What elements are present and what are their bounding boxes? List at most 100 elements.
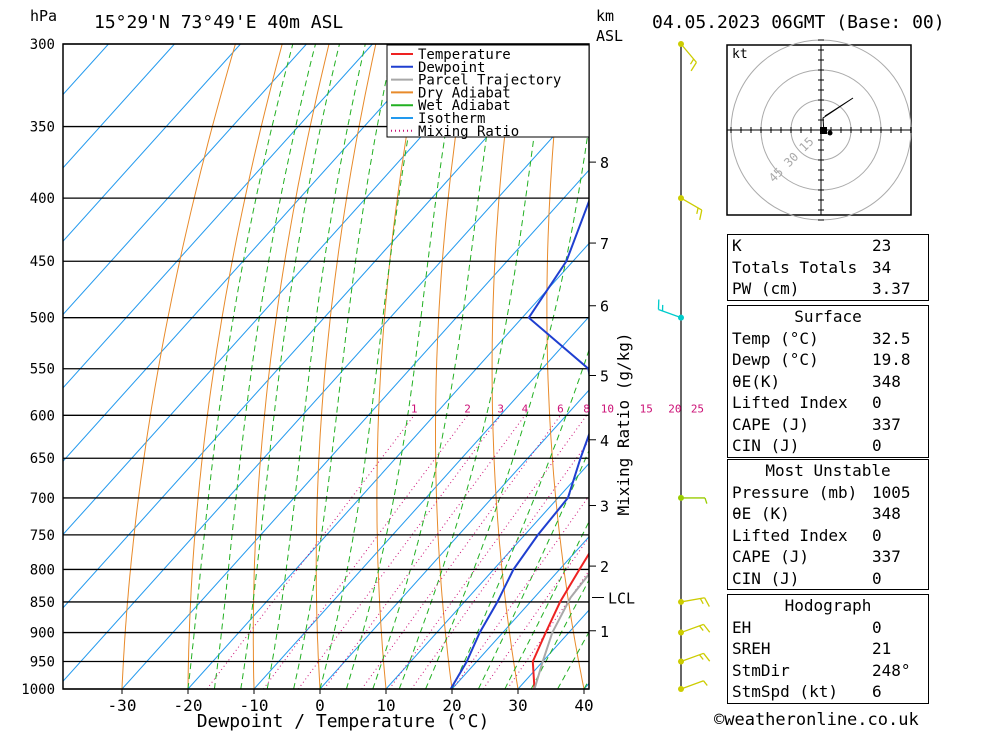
wind-barb-shaft: [680, 197, 703, 211]
table-row-value: 3.37: [872, 279, 911, 298]
isotherm-line: [63, 44, 307, 316]
table-row-value: 0: [872, 436, 882, 455]
mixing-ratio-tick-label: 10: [601, 402, 614, 415]
isotherm-line: [385, 462, 589, 689]
asl-label: ASL: [596, 27, 623, 45]
table-section-title: Hodograph: [784, 596, 872, 615]
wind-barb-feather: [690, 62, 697, 72]
legend-entry: Isotherm: [418, 111, 485, 127]
table-row: θE (K) 348: [728, 503, 928, 525]
table-row: Temp (°C) 32.5: [728, 328, 928, 350]
wet-adiabat-line: [345, 44, 461, 689]
table-row-value: 337: [872, 547, 901, 566]
table-row-key: θE(K): [732, 371, 781, 391]
table-section-title: Most Unstable: [765, 461, 891, 480]
wind-barb-shaft: [680, 43, 697, 63]
dry-adiabat-line: [491, 44, 519, 689]
table-row-key: StmSpd (kt): [732, 682, 838, 701]
table-row: StmDir 248°: [728, 660, 928, 682]
wet-adiabat-line: [213, 44, 316, 689]
mixing-ratio-tick-label: 6: [557, 402, 564, 415]
km-tick-label: 4: [600, 432, 609, 450]
table-row: StmSpd (kt) 6: [728, 681, 928, 703]
storm-motion-marker: [820, 127, 827, 134]
pressure-tick-label: 900: [30, 626, 55, 642]
table-row-key: CAPE (J): [732, 414, 810, 434]
pressure-tick-label: 600: [30, 408, 55, 424]
lcl-label: LCL: [608, 590, 635, 608]
hodograph-point: [827, 130, 833, 136]
table-row: CAPE (J) 337: [728, 414, 928, 436]
wet-adiabat-line: [187, 44, 294, 689]
most-unstable-table: Most Unstable Pressure (mb) 1005 θE (K) 348 L…: [727, 459, 929, 590]
legend-entry: Dry Adiabat: [418, 85, 511, 101]
km-tick-label: 7: [600, 235, 609, 253]
table-section-title: Surface: [794, 307, 862, 326]
wind-barb-feather: [689, 58, 695, 65]
isotherm-line: [63, 44, 373, 389]
mixing-ratio-line: [323, 415, 526, 689]
footer-credit: ©weatheronline.co.uk: [714, 710, 919, 730]
wet-adiabat-line: [504, 520, 589, 689]
pressure-tick-label: 350: [30, 120, 55, 136]
table-row-value: 19.8: [872, 350, 911, 369]
pressure-tick-label: 550: [30, 362, 55, 378]
dry-adiabat-line: [121, 44, 236, 689]
km-tick-label: 6: [600, 298, 609, 316]
km-tick-label: 8: [600, 154, 609, 172]
table-row-value: 0: [872, 393, 882, 412]
table-row-key: CAPE (J): [732, 547, 810, 566]
table-row-key: EH: [732, 617, 752, 637]
temp-tick-label: -30: [108, 696, 137, 715]
temp-tick-label: 10: [376, 696, 395, 715]
mixing-ratio-tick-label: 25: [691, 402, 704, 415]
table-row: Pressure (mb) 1005: [728, 482, 928, 504]
wind-barb-feather: [703, 623, 711, 633]
isotherm-line: [63, 96, 589, 682]
table-row: Lifted Index 0: [728, 525, 928, 547]
table-row-key: CIN (J): [732, 568, 800, 588]
hodograph-unit-label: kt: [732, 47, 748, 62]
mixing-ratio-line: [388, 415, 588, 689]
table-row-value: 21: [872, 639, 892, 658]
wind-barb-feather: [699, 209, 703, 221]
table-row: CIN (J) 0: [728, 568, 928, 590]
indices-table: K 23 Totals Totals 34 PW (cm) 3.37: [727, 234, 929, 301]
x-axis-label: Dewpoint / Temperature (°C): [197, 711, 490, 732]
legend-entry: Dewpoint: [418, 60, 485, 76]
pressure-tick-label: 500: [30, 311, 55, 327]
table-row-key: Totals Totals: [732, 257, 858, 277]
table-row: CIN (J) 0: [728, 435, 928, 457]
mixing-ratio-tick-label: 20: [668, 402, 681, 415]
isotherm-line: [253, 316, 589, 689]
table-row-value: 348: [872, 504, 901, 523]
plot-frame: [62, 43, 590, 690]
wet-adiabat-line: [372, 44, 501, 689]
hpa-label: hPa: [30, 7, 57, 25]
mixing-ratio-line: [262, 414, 468, 689]
hodograph-table: Hodograph EH 0 SREH 21 StmDir 248° StmSpd (kt) 6: [727, 594, 929, 704]
dry-adiabat-line: [435, 44, 470, 689]
isotherm-line: [63, 44, 439, 462]
dry-adiabat-line: [376, 44, 424, 689]
pressure-tick-label: 850: [30, 595, 55, 611]
mixing-ratio-line: [206, 414, 415, 689]
table-row: K 23: [728, 235, 928, 257]
isotherm-line: [63, 44, 241, 242]
dewpoint-line: [449, 198, 589, 689]
isotherm-line: [187, 242, 589, 689]
pressure-tick-label: 450: [30, 254, 55, 270]
table-row-key: Temp (°C): [732, 328, 819, 348]
wind-barb-shaft: [658, 308, 682, 319]
table-row-value: 348: [872, 371, 901, 391]
datetime-label: 04.05.2023 06GMT (Base: 00): [652, 12, 945, 33]
wind-barb-feather: [698, 625, 704, 631]
temp-tick-label: 0: [315, 696, 325, 715]
table-row-value: 6: [872, 682, 882, 701]
pressure-tick-label: 800: [30, 562, 55, 578]
table-row: θE(K) 348: [728, 371, 928, 393]
wind-barb-feather: [698, 654, 704, 660]
dry-adiabat-line: [187, 44, 283, 689]
